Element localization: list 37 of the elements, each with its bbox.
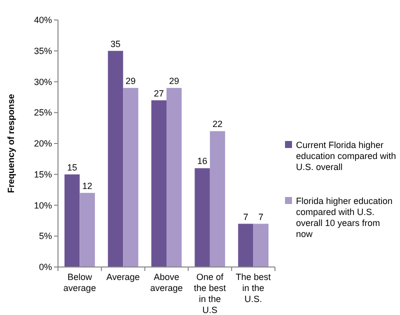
y-tick-label: 10%: [34, 200, 52, 210]
y-tick-label: 40%: [34, 15, 52, 25]
y-tick-label: 15%: [34, 169, 52, 180]
data-label: 7: [243, 212, 248, 222]
x-tick-label: One of the best in the U.S: [194, 272, 226, 315]
legend-label: Current Florida higher education compared with U.S. overall: [296, 140, 396, 172]
x-tick-label: Average: [106, 272, 140, 282]
y-tick-label: 35%: [34, 46, 52, 56]
data-label: 22: [212, 119, 223, 130]
y-tick-label: 30%: [34, 76, 52, 87]
bar: [108, 50, 124, 267]
bar: [166, 88, 182, 267]
y-axis-title: Frequency of response: [6, 94, 16, 194]
data-label: 12: [82, 180, 92, 191]
bar: [238, 224, 254, 267]
x-tick-label: Below average: [63, 272, 96, 293]
legend-label: Florida higher education compared with U.S. overall 10 years from now: [296, 196, 393, 239]
data-label: 35: [110, 38, 121, 49]
data-label: 16: [197, 156, 208, 166]
bar: [64, 174, 80, 267]
x-tick-label: Above average: [150, 272, 183, 293]
data-label: 29: [126, 76, 136, 86]
y-tick-label: 25%: [34, 108, 52, 118]
data-label: 27: [154, 88, 164, 98]
y-tick-label: 0%: [38, 262, 52, 272]
data-label: 29: [169, 76, 180, 86]
bar: [80, 192, 95, 267]
bar: [210, 131, 226, 267]
bar: [123, 88, 138, 267]
x-tick-label: The best in the U.S.: [236, 272, 272, 304]
bar: [194, 168, 210, 267]
y-tick-label: 5%: [38, 231, 52, 242]
bar: [253, 224, 268, 267]
data-label: 7: [258, 212, 264, 222]
bar: [151, 100, 166, 267]
y-tick-label: 20%: [34, 138, 52, 148]
data-label: 15: [67, 162, 78, 172]
